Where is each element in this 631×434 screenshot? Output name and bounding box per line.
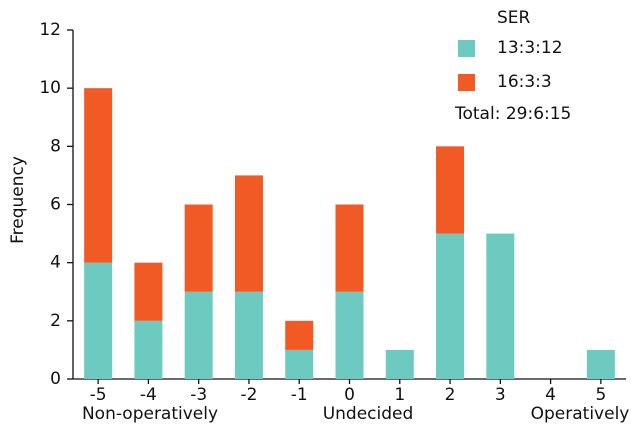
x-tick-label: -1 — [291, 385, 308, 405]
bar-segment — [436, 233, 465, 379]
x-tick-label: -2 — [240, 385, 257, 405]
bar-segment — [385, 349, 414, 379]
bar-segment — [335, 204, 364, 292]
legend-label: 16:3:3 — [497, 72, 552, 92]
x-tick-label: 5 — [595, 385, 606, 405]
legend-swatch — [458, 74, 475, 91]
bar-segment — [84, 262, 113, 379]
x-tick-label: 4 — [545, 385, 556, 405]
bar-segment — [84, 88, 113, 263]
x-tick-label: 3 — [495, 385, 506, 405]
bar-segment — [134, 262, 163, 321]
x-tick-label: 0 — [344, 385, 355, 405]
x-tick-label: -4 — [140, 385, 157, 405]
legend-note: Total: 29:6:15 — [454, 104, 571, 124]
bar-segment — [436, 146, 465, 234]
bar-segment — [486, 233, 515, 379]
bar-segment — [335, 291, 364, 379]
legend-swatch — [458, 40, 475, 57]
x-tick-label: 1 — [394, 385, 405, 405]
legend-label: 13:3:12 — [497, 38, 563, 58]
annotation: Operatively — [531, 404, 630, 424]
y-tick-label: 0 — [50, 369, 61, 389]
legend-title: SER — [497, 8, 531, 28]
x-tick-label: 2 — [445, 385, 456, 405]
bar-segment — [586, 349, 615, 379]
y-tick-label: 4 — [50, 253, 61, 273]
annotation: Undecided — [323, 404, 414, 424]
bar-segment — [285, 349, 314, 379]
x-tick-label: -3 — [190, 385, 207, 405]
bar-segment — [285, 320, 314, 350]
bar-segment — [184, 291, 213, 379]
y-tick-label: 10 — [39, 78, 61, 98]
y-axis-label: Frequency — [8, 156, 28, 244]
bar-segment — [234, 291, 263, 379]
annotation: Non-operatively — [82, 404, 218, 424]
bar-segment — [134, 320, 163, 379]
x-tick-label: -5 — [90, 385, 107, 405]
y-tick-label: 6 — [50, 195, 61, 215]
bar-segment — [234, 175, 263, 292]
y-tick-label: 2 — [50, 311, 61, 331]
y-tick-label: 12 — [39, 20, 61, 40]
y-tick-label: 8 — [50, 136, 61, 156]
bar-segment — [184, 204, 213, 292]
